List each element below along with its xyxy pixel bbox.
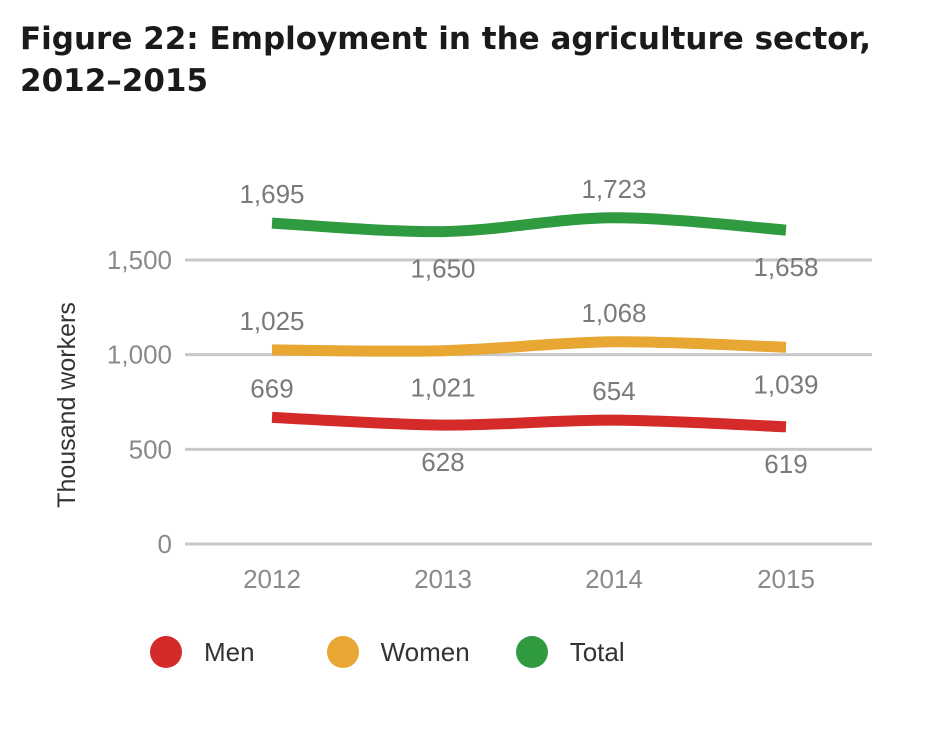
legend-swatch-total: [515, 636, 548, 668]
y-tick-label: 1,500: [107, 245, 172, 275]
legend-item-total: Total: [515, 636, 625, 668]
legend-swatch-women: [326, 636, 359, 668]
data-label: 669: [250, 373, 293, 403]
series-line-total: [271, 212, 787, 238]
data-label: 1,068: [581, 298, 646, 328]
x-tick-label: 2012: [243, 564, 301, 594]
x-tick-label: 2013: [414, 564, 472, 594]
data-label: 1,021: [410, 373, 475, 403]
x-tick-label: 2015: [757, 564, 815, 594]
chart-area: 0 500 1,000 1,500 2012 2013 2014 2015 Thousand…: [53, 174, 872, 594]
y-axis-label: Thousand workers: [53, 302, 81, 508]
data-label: 1,723: [581, 174, 646, 204]
legend: Men Women Total: [150, 636, 671, 668]
series-line-men: [271, 411, 787, 433]
data-label: 1,695: [239, 179, 304, 209]
series-lines: [271, 212, 787, 433]
legend-item-women: Women: [326, 636, 470, 668]
data-label: 619: [764, 449, 807, 479]
data-labels: 669 628 654 619 1,025 1,021 1,068 1,039 1,695 1,6…: [239, 174, 818, 479]
x-axis-ticks: 2012 2013 2014 2015: [243, 564, 815, 594]
data-label: 1,650: [410, 254, 475, 284]
legend-item-men: Men: [150, 636, 255, 668]
legend-label-men: Men: [204, 636, 255, 667]
series-line-women: [271, 336, 787, 357]
chart-title: Figure 22: Employment in the agriculture…: [20, 21, 872, 99]
data-label: 654: [592, 376, 635, 406]
x-tick-label: 2014: [585, 564, 643, 594]
y-tick-label: 0: [158, 529, 172, 559]
data-label: 1,658: [753, 252, 818, 282]
data-label: 1,039: [753, 369, 818, 399]
data-label: 628: [421, 447, 464, 477]
gridlines: [185, 258, 872, 546]
legend-label-total: Total: [569, 636, 625, 667]
y-tick-label: 500: [129, 434, 172, 464]
data-label: 1,025: [239, 306, 304, 336]
legend-swatch-men: [150, 636, 182, 668]
y-axis-ticks: 0 500 1,000 1,500: [107, 245, 172, 559]
legend-label-women: Women: [380, 636, 470, 667]
y-tick-label: 1,000: [107, 340, 172, 370]
